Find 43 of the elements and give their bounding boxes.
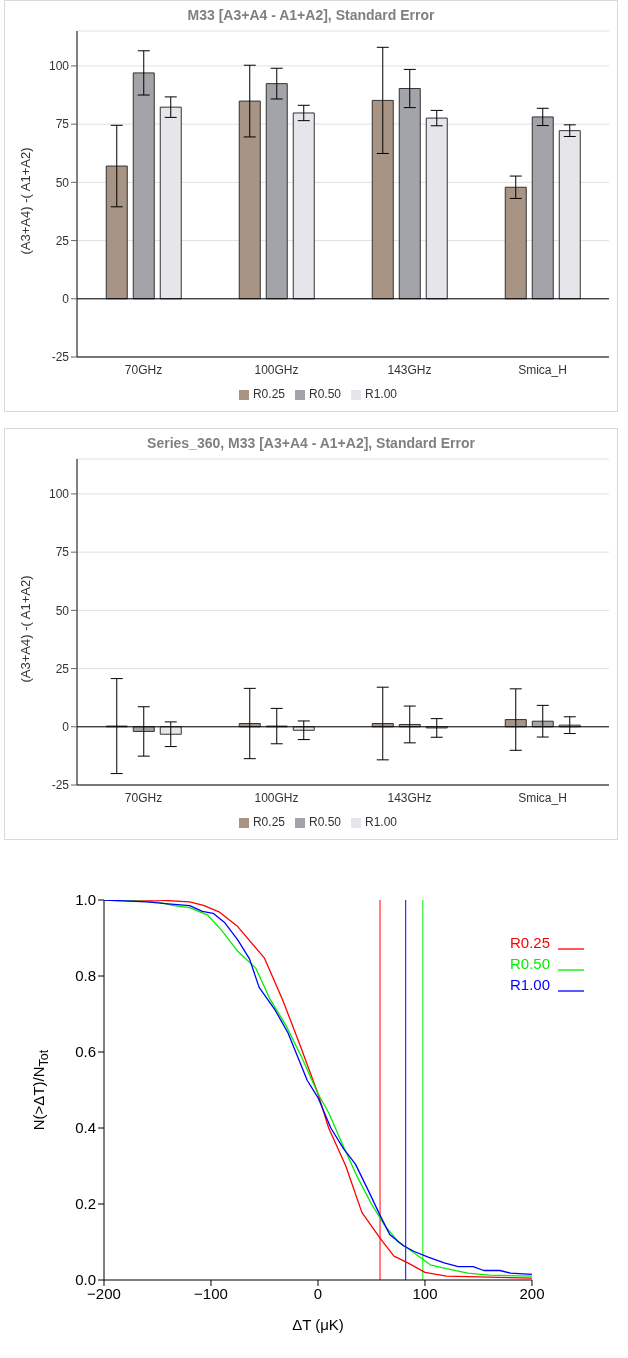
y-tick-label: 1.0 — [75, 891, 96, 909]
legend-label: R0.50 — [308, 815, 342, 829]
y-tick-label: 75 — [55, 117, 70, 132]
legend-label: R0.25 — [509, 934, 550, 951]
y-tick-label: 100 — [48, 59, 70, 74]
legend-label: R0.25 — [252, 815, 285, 829]
y-axis-title: (A3+A4) -( A1+A2) — [17, 147, 33, 255]
y-tick-label: 0.4 — [75, 1119, 96, 1137]
y-tick-label: 100 — [48, 487, 70, 502]
legend-label: R1.00 — [365, 815, 398, 829]
x-tick-label: 200 — [519, 1284, 545, 1302]
x-tick-label: 0 — [313, 1284, 323, 1302]
x-axis-title: ΔT (μK) — [292, 1316, 344, 1333]
y-tick-label: 50 — [55, 175, 70, 190]
x-tick-label: 143GHz — [387, 790, 432, 805]
legend-label: R0.50 — [509, 955, 550, 972]
x-tick-label: 70GHz — [124, 362, 163, 377]
y-tick-label: 0 — [62, 720, 70, 735]
y-tick-label: 0.6 — [75, 1043, 96, 1061]
x-tick-label: 100GHz — [254, 362, 299, 377]
y-axis-title: (A3+A4) -( A1+A2) — [17, 575, 33, 683]
x-tick-label: 100GHz — [254, 790, 299, 805]
legend-label: R0.50 — [308, 387, 342, 401]
x-tick-label: Smica_H — [518, 790, 567, 805]
x-tick-label: 100 — [412, 1284, 438, 1302]
chart-title: Series_360, M33 [A3+A4 - A1+A2], Standard Error — [146, 435, 476, 451]
legend-label: R1.00 — [365, 387, 398, 401]
y-tick-label: 50 — [55, 603, 70, 618]
y-tick-label: 75 — [55, 545, 70, 560]
y-tick-label: 25 — [55, 661, 70, 676]
y-tick-label: -25 — [51, 778, 70, 793]
x-tick-label: Smica_H — [518, 362, 567, 377]
y-tick-label: 0.8 — [75, 967, 96, 985]
y-tick-label: 0 — [62, 292, 70, 307]
y-tick-label: 25 — [55, 233, 70, 248]
legend-label: R1.00 — [509, 976, 550, 993]
y-tick-label: 0.2 — [75, 1195, 96, 1213]
x-tick-label: −100 — [194, 1284, 228, 1302]
legend-label: R0.25 — [252, 387, 285, 401]
chart-title: M33 [A3+A4 - A1+A2], Standard Error — [186, 7, 436, 23]
x-tick-label: 70GHz — [124, 790, 163, 805]
x-tick-label: 143GHz — [387, 362, 432, 377]
y-tick-label: -25 — [51, 350, 70, 365]
